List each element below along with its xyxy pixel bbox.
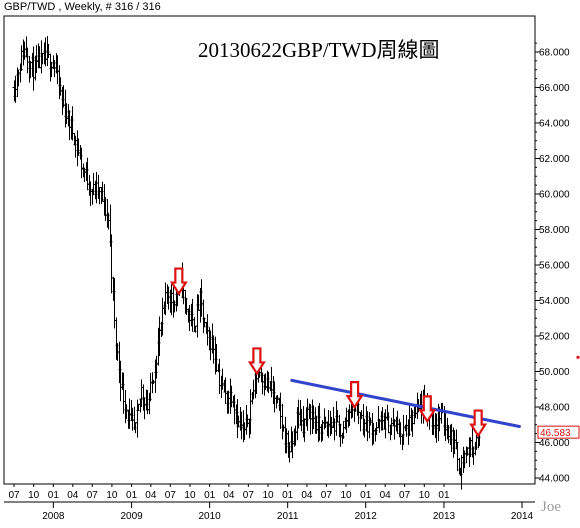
x-year-label: 2013 [433, 511, 456, 522]
y-tick-label: 62.000 [539, 154, 570, 165]
chart-header: GBP/TWD , Weekly, # 316 / 316 [4, 1, 161, 13]
x-tick-label: 04 [223, 490, 235, 501]
x-tick-label: 04 [145, 490, 157, 501]
y-tick-label: 44.000 [539, 474, 570, 485]
down-arrow-icon [169, 267, 188, 296]
last-price-box [537, 425, 580, 439]
y-tick-label: 68.000 [539, 47, 570, 58]
down-arrow-icon [418, 395, 437, 424]
x-tick-label: 01 [438, 490, 450, 501]
x-year-label: 2009 [120, 511, 143, 522]
x-tick-label: 01 [48, 490, 60, 501]
chart-title: 20130622GBP/TWD周線圖 [198, 38, 440, 62]
y-tick-label: 64.000 [539, 118, 570, 129]
y-tick-label: 56.000 [539, 260, 570, 271]
watermark: Joe [541, 499, 561, 515]
x-tick-label: 01 [126, 490, 138, 501]
last-price-label: 46.583 [540, 428, 571, 439]
down-arrow-icon [247, 347, 266, 376]
x-year-label: 2012 [355, 511, 378, 522]
x-tick-label: 07 [321, 490, 333, 501]
x-tick-label: 04 [301, 490, 313, 501]
y-tick-label: 52.000 [539, 331, 570, 342]
x-year-label: 2011 [277, 511, 299, 522]
price-dot [576, 355, 580, 359]
y-tick-label: 50.000 [539, 367, 570, 378]
x-tick-label: 07 [399, 490, 411, 501]
x-tick-label: 10 [419, 490, 431, 501]
x-tick-label: 01 [282, 490, 294, 501]
x-tick-label: 01 [204, 490, 216, 501]
y-tick-label: 58.000 [539, 225, 570, 236]
x-tick-label: 10 [184, 490, 196, 501]
down-arrow-icon [469, 409, 488, 438]
x-tick-label: 04 [380, 490, 392, 501]
y-tick-label: 60.000 [539, 189, 570, 200]
x-tick-label: 07 [243, 490, 255, 501]
x-tick-label: 10 [28, 490, 40, 501]
x-tick-label: 10 [106, 490, 118, 501]
x-tick-label: 01 [360, 490, 372, 501]
x-tick-label: 07 [8, 490, 20, 501]
x-tick-label: 04 [67, 490, 79, 501]
x-tick-label: 07 [87, 490, 99, 501]
down-arrow-icon [345, 381, 364, 410]
y-tick-label: 46.000 [539, 438, 570, 449]
x-year-label: 2008 [42, 511, 65, 522]
y-tick-label: 66.000 [539, 83, 570, 94]
x-tick-label: 10 [262, 490, 274, 501]
y-tick-label: 48.000 [539, 402, 570, 413]
x-tick-label: 10 [340, 490, 352, 501]
plot-frame [3, 15, 536, 485]
x-year-label: 2014 [511, 511, 534, 522]
x-year-label: 2010 [199, 511, 222, 522]
x-tick-label: 07 [165, 490, 177, 501]
y-tick-label: 54.000 [539, 296, 570, 307]
